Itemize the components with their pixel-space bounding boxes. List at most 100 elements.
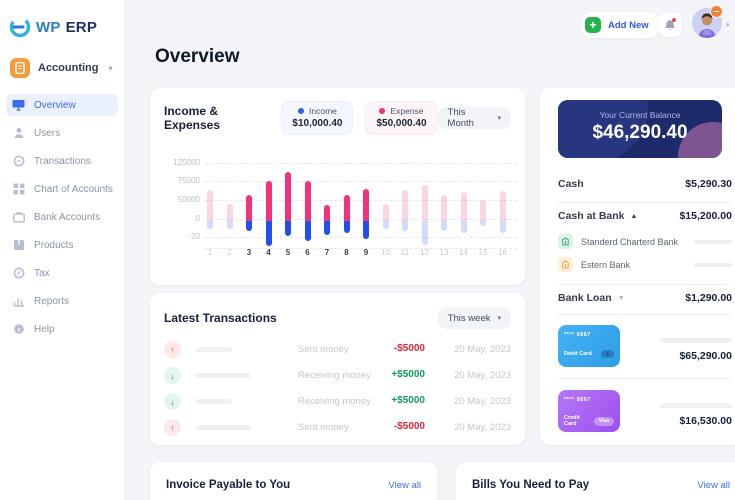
placeholder-bar [196, 425, 251, 430]
plus-icon: + [585, 17, 601, 33]
transaction-type: Sent money [298, 344, 349, 355]
bank-loan-value: $1,290.00 [685, 292, 732, 304]
transaction-date: 20 May, 2023 [454, 422, 511, 433]
chart-bar [441, 148, 447, 253]
sidebar-item-help[interactable]: Help [6, 318, 118, 340]
x-tick: 5 [285, 248, 291, 257]
transactions-period-value: This week [447, 312, 491, 324]
chart-plot [205, 148, 517, 253]
credit-card-value: $16,530.00 [679, 415, 732, 427]
chart-bar [402, 148, 408, 253]
arrow-down-icon: ↓ [164, 367, 181, 384]
x-tick: 1 [207, 248, 213, 257]
caret-down-icon: ▼ [617, 294, 625, 302]
chart-bar [324, 148, 330, 253]
sidebar-item-reports[interactable]: Reports [6, 290, 118, 312]
balance-panel: Your Current Balance $46,290.40 Cash $5,… [540, 88, 735, 445]
add-new-button[interactable]: + Add New [580, 12, 661, 38]
sidebar-item-bank-accounts[interactable]: Bank Accounts [6, 206, 118, 228]
chart-bar [363, 148, 369, 253]
transaction-row[interactable]: ↓ Receiving money +$5000 20 May, 2023 [150, 363, 525, 389]
placeholder-bar [196, 347, 232, 352]
chart-y-axis: 125000 75000 50000 0 -20 [160, 88, 200, 248]
arrow-up-icon: ↑ [164, 341, 181, 358]
gridline [205, 200, 517, 201]
legend-expense: Expense $50,000.40 [365, 101, 438, 135]
chart-bar [246, 148, 252, 253]
income-expenses-chart: 125000 75000 50000 0 -20 1 2 3 4 5 6 7 8 9 10 11 12… [150, 88, 525, 285]
divider [558, 202, 732, 203]
notifications-button[interactable] [658, 13, 682, 37]
cash-at-bank-value: $15,200.00 [679, 210, 732, 222]
accounting-module-icon [10, 58, 30, 78]
chart-period-select[interactable]: This Month ▾ [437, 107, 511, 129]
transaction-row[interactable]: ↑ Sent money -$5000 20 May, 2023 [150, 337, 525, 363]
cash-at-bank-row[interactable]: Cash at Bank ▲ $15,200.00 [558, 210, 732, 222]
bank-icon [558, 234, 573, 249]
income-legend-value: $10,000.40 [292, 118, 343, 129]
cash-label: Cash [558, 178, 584, 190]
sidebar-item-chart-of-accounts[interactable]: Chart of Accounts [6, 178, 118, 200]
caret-up-icon: ▲ [630, 212, 638, 220]
income-expenses-card: Income & Expenses Income $10,000.40 Expe… [150, 88, 525, 285]
sidebar-item-tax[interactable]: Tax [6, 262, 118, 284]
invoice-payable-card: Invoice Payable to You View all [150, 462, 437, 500]
card-number: **** 5867 [564, 332, 591, 338]
transaction-row[interactable]: ↓ Receiving money +$5000 20 May, 2023 [150, 389, 525, 415]
x-tick: 6 [305, 248, 310, 257]
y-tick: 125000 [173, 158, 200, 167]
sidebar-item-overview[interactable]: Overview [6, 94, 118, 116]
sidebar-item-users[interactable]: Users [6, 122, 118, 144]
chevron-down-icon: ▾ [108, 63, 113, 73]
transaction-amount: -$5000 [393, 343, 425, 354]
bank-row[interactable]: Estern Bank [558, 257, 732, 272]
chart-bar [480, 148, 486, 253]
chart-bar [499, 148, 506, 253]
bar-chart-icon [12, 295, 25, 308]
card-type: Credit Card [564, 415, 580, 427]
box-icon [12, 239, 25, 252]
coin-icon [12, 155, 25, 168]
placeholder-bar [660, 403, 732, 408]
sidebar: WP ERP Accounting ▾ Overview Users Trans… [0, 0, 125, 500]
x-tick: 11 [400, 248, 410, 257]
invoice-title: Invoice Payable to You [166, 479, 291, 491]
bank-loan-row[interactable]: Bank Loan ▼ $1,290.00 [558, 292, 732, 304]
bills-view-all-link[interactable]: View all [697, 479, 730, 491]
briefcase-icon [12, 211, 25, 224]
sidebar-item-label: Help [34, 323, 55, 335]
transactions-list: ↑ Sent money -$5000 20 May, 2023 ↓ Recei… [150, 337, 525, 441]
placeholder-bar [196, 373, 251, 378]
invoice-view-all-link[interactable]: View all [388, 479, 421, 491]
sidebar-item-products[interactable]: Products [6, 234, 118, 256]
transactions-period-select[interactable]: This week ▾ [437, 307, 511, 329]
y-tick: 75000 [177, 176, 200, 185]
info-icon [12, 323, 25, 336]
balance-label: Your Current Balance [599, 110, 681, 120]
bank-row[interactable]: Standerd Charterd Bank [558, 234, 732, 249]
sidebar-item-transactions[interactable]: Transactions [6, 150, 118, 172]
transaction-row[interactable]: ↑ Sent money -$5000 20 May, 2023 [150, 415, 525, 441]
card-number: **** 5867 [564, 397, 591, 403]
gridline [205, 219, 517, 220]
cash-value: $5,290.30 [685, 178, 732, 190]
bank-loan-label: Bank Loan [558, 292, 612, 304]
transaction-type: Receiving money [298, 370, 371, 381]
y-tick: 0 [195, 214, 200, 223]
user-menu[interactable]: ▾ [692, 5, 730, 40]
cash-row: Cash $5,290.30 [558, 178, 732, 190]
income-legend-label: Income [309, 106, 337, 116]
placeholder-bar [196, 399, 232, 404]
card-type: Debit Card [564, 351, 592, 357]
module-switcher[interactable]: Accounting ▾ [0, 38, 124, 78]
expense-dot-icon [379, 108, 386, 114]
legend-income: Income $10,000.40 [281, 101, 354, 135]
transaction-amount: -$5000 [393, 421, 425, 432]
chart-bar [304, 148, 311, 253]
logo-text-erp: ERP [65, 18, 98, 36]
sidebar-item-label: Products [34, 239, 74, 251]
placeholder-bar [694, 239, 732, 244]
bills-to-pay-card: Bills You Need to Pay View all [456, 462, 735, 500]
transaction-date: 20 May, 2023 [454, 344, 511, 355]
current-balance-tile: Your Current Balance $46,290.40 [558, 100, 722, 158]
